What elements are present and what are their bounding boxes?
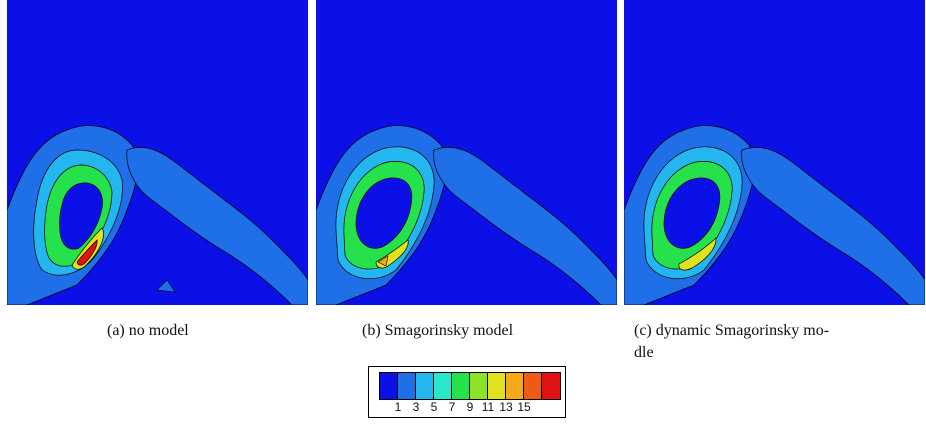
colorbar-tick-label: 3 [412,400,420,414]
caption-a: (a) no model [107,322,189,339]
caption-c-line2: dle [634,344,654,361]
caption-c-line1: (c) dynamic Smagorinsky mo- [634,322,830,339]
colorbar-tick-label: 1 [394,400,402,414]
panel-smagorinsky [316,0,617,305]
colorbar-tick-label: 11 [481,400,495,414]
colorbar-swatch [542,373,560,399]
colorbar-swatch [398,373,416,399]
colorbar-swatch [380,373,398,399]
colorbar-swatch [524,373,542,399]
colorbar [379,372,561,400]
colorbar-swatch [416,373,434,399]
colorbar-tick-label: 7 [448,400,456,414]
colorbar-swatch [434,373,452,399]
colorbar-swatch [488,373,506,399]
contour-plot-a [7,0,308,305]
colorbar-swatch [452,373,470,399]
panel-dynamic-smagorinsky [624,0,925,305]
colorbar-swatch [506,373,524,399]
colorbar-tick-label: 15 [517,400,531,414]
colorbar-tick-label: 13 [499,400,513,414]
contour-plot-c [624,0,925,305]
colorbar-legend: 1 3 5 7 9 11 13 15 [368,366,566,418]
colorbar-tick-label: 5 [430,400,438,414]
caption-c: (c) dynamic Smagorinsky mo- dle [634,320,829,364]
caption-b: (b) Smagorinsky model [362,322,514,339]
colorbar-tick-label: 9 [466,400,474,414]
colorbar-swatch [470,373,488,399]
contour-plot-b [316,0,617,305]
panel-no-model [7,0,308,305]
